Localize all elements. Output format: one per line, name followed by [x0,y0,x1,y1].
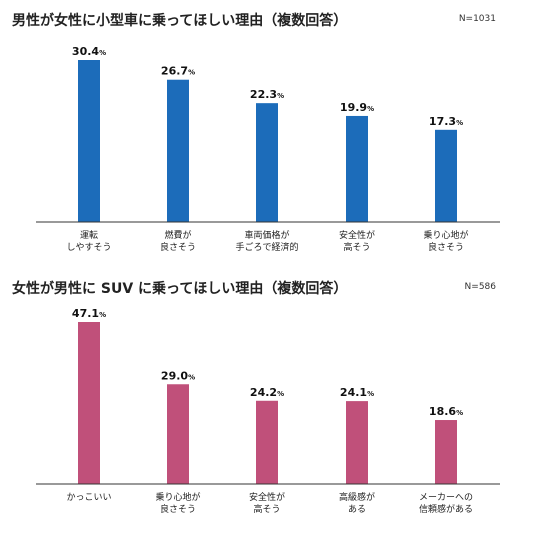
category-label-5: 乗り心地が良さそう [423,229,468,253]
chart-title: 女性が男性に SUV に乗ってほしい理由（複数回答） [12,281,348,297]
data-label-3: 22.3% [250,88,284,101]
category-label-3: 安全性が高そう [249,491,285,515]
data-label-2: 29.0% [161,369,195,382]
data-label-4: 24.1% [340,386,374,399]
category-label-4: 高級感がある [339,491,375,515]
data-label-5: 17.3% [429,115,463,128]
bar-5 [435,420,457,484]
chart-title: 男性が女性に小型車に乗ってほしい理由（複数回答） [12,13,348,29]
data-label-3: 24.2% [250,386,284,399]
data-label-4: 19.9% [340,101,374,114]
bar-3 [256,103,278,222]
category-label-3: 車両価格が手ごろで経済的 [235,229,298,253]
bar-3 [256,400,278,484]
category-label-5: メーカーへの信頼感がある [419,492,473,515]
bar-2 [167,79,189,222]
category-label-2: 乗り心地が良さそう [155,491,200,515]
bar-5 [435,129,457,222]
bar-2 [167,384,189,484]
bar-1 [78,60,100,222]
bar-chart-female: 47.1% かっこいい 29.0% 乗り心地が良さそう 24.2% 安全性が高そう 24.1… [36,307,500,515]
bar-4 [346,115,368,222]
chart-panel-female: 女性が男性に SUV に乗ってほしい理由（複数回答） N=586 47.1% かっ… [0,268,536,536]
category-label-4: 安全性が高そう [339,229,375,253]
data-label-1: 47.1% [72,307,106,320]
category-label-1: かっこいい [66,492,111,503]
data-label-5: 18.6% [429,405,463,418]
data-label-2: 26.7% [161,65,195,78]
category-label-1: 運転しやすそう [67,230,112,253]
bar-1 [78,322,100,484]
sample-size-note: N=1031 [458,14,496,24]
data-label-1: 30.4% [72,45,106,58]
bar-4 [346,401,368,484]
bar-chart-male: 30.4% 運転しやすそう 26.7% 燃費が良さそう 22.3% 車両価格が手ごろで経済… [36,45,500,253]
sample-size-note: N=586 [464,282,496,292]
chart-panel-male: 男性が女性に小型車に乗ってほしい理由（複数回答） N=1031 30.4% 運転し… [12,13,500,253]
category-label-2: 燃費が良さそう [160,229,196,253]
